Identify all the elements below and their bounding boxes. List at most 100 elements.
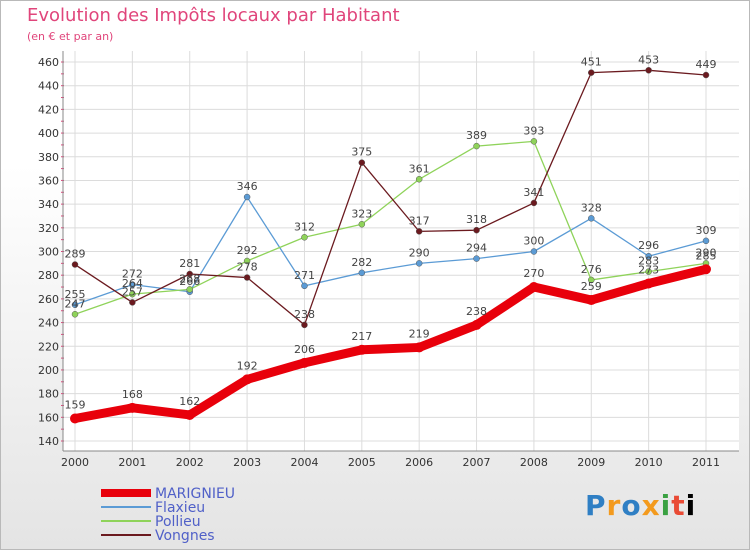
y-tick-label: 160 [38,411,59,424]
logo-letter: x [641,489,661,522]
data-label-vongnes: 449 [696,58,717,71]
y-tick-label: 260 [38,293,59,306]
data-label-marignieu: 162 [179,395,200,408]
data-label-marignieu: 259 [581,280,602,293]
data-label-flaxieu: 271 [294,269,315,282]
data-point-flaxieu [129,281,136,288]
data-label-vongnes: 375 [351,146,372,159]
y-tick-label: 440 [38,80,59,93]
x-tick-label: 2000 [61,456,89,469]
data-point-vongnes [301,321,308,329]
data-label-pollieu: 292 [237,244,258,257]
data-label-pollieu: 283 [638,255,659,268]
data-label-flaxieu: 309 [696,224,717,237]
data-label-marignieu: 217 [351,330,372,343]
y-tick-label: 200 [38,364,59,377]
data-point-pollieu [530,138,538,145]
data-label-flaxieu: 272 [122,268,143,281]
data-point-marignieu [70,413,80,424]
y-tick-label: 420 [38,103,59,116]
data-label-marignieu: 270 [523,267,544,280]
chart-subtitle: (en € et par an) [27,30,114,43]
y-tick-label: 240 [38,317,59,330]
data-point-pollieu [186,286,193,293]
data-label-flaxieu: 296 [638,239,659,252]
chart-title: Evolution des Impôts locaux par Habitant [27,5,400,26]
data-point-pollieu [588,276,595,284]
y-tick-label: 340 [38,198,59,211]
logo-letter: r [606,489,622,522]
data-label-marignieu: 159 [65,398,86,411]
proxiti-logo: Proxiti [585,489,696,522]
data-label-flaxieu: 266 [179,275,200,288]
data-label-pollieu: 264 [122,277,143,290]
logo-letter: o [621,489,642,522]
data-label-pollieu: 276 [581,263,602,276]
series-line-marignieu [70,264,711,423]
data-label-flaxieu: 255 [65,288,86,301]
data-label-vongnes: 453 [638,53,659,66]
data-label-pollieu: 268 [179,272,200,285]
data-point-pollieu [358,221,366,228]
data-point-pollieu [243,257,251,265]
data-point-vongnes [358,159,366,166]
data-point-marignieu [414,342,425,353]
data-point-vongnes [129,299,136,306]
y-tick-label: 220 [38,340,59,353]
data-point-marignieu [127,402,138,413]
data-point-flaxieu [301,282,308,290]
data-label-pollieu: 361 [409,162,430,175]
data-label-marignieu: 273 [638,263,659,276]
data-point-vongnes [186,270,193,278]
data-label-pollieu: 389 [466,129,487,142]
data-point-vongnes [530,199,538,207]
x-tick-label: 2004 [290,456,318,469]
data-point-flaxieu [243,193,251,201]
data-label-marignieu: 238 [466,305,487,318]
data-label-vongnes: 278 [237,261,258,274]
y-tick-label: 180 [38,388,59,401]
y-tick-label: 280 [38,269,59,282]
data-label-vongnes: 451 [581,56,602,69]
data-label-flaxieu: 346 [237,180,258,193]
data-point-vongnes [473,226,480,234]
x-tick-label: 2010 [635,456,663,469]
data-label-flaxieu: 282 [351,256,372,269]
data-label-marignieu: 168 [122,388,143,401]
data-point-pollieu [71,311,79,318]
data-point-marignieu [299,357,310,368]
data-point-flaxieu [530,248,538,255]
y-tick-label: 460 [38,56,59,69]
data-label-pollieu: 393 [523,124,544,137]
data-point-marignieu [528,282,539,293]
data-point-marignieu [242,374,253,385]
legend-label: Flaxieu [155,500,205,516]
data-point-marignieu [356,344,367,355]
data-point-pollieu [301,234,308,241]
data-point-pollieu [129,290,136,298]
logo-letter: i [685,489,697,522]
y-tick-label: 320 [38,222,59,235]
data-point-marignieu [586,295,597,306]
data-point-vongnes [645,67,652,74]
data-label-flaxieu: 294 [466,242,487,255]
data-point-flaxieu [71,301,79,309]
x-tick-label: 2003 [233,456,261,469]
logo-letter: i [660,489,672,522]
series-line-pollieu [74,140,707,315]
data-point-flaxieu [358,269,366,277]
data-label-marignieu: 192 [237,359,258,372]
data-label-marignieu: 206 [294,343,315,356]
data-point-vongnes [415,228,423,235]
data-point-marignieu [471,319,482,330]
data-point-vongnes [71,261,79,268]
data-label-vongnes: 341 [523,186,544,199]
data-point-flaxieu [473,255,480,262]
data-label-pollieu: 290 [696,246,717,259]
x-tick-label: 2005 [348,456,376,469]
data-label-vongnes: 238 [294,308,315,321]
data-point-flaxieu [645,252,652,260]
data-point-pollieu [645,268,652,275]
